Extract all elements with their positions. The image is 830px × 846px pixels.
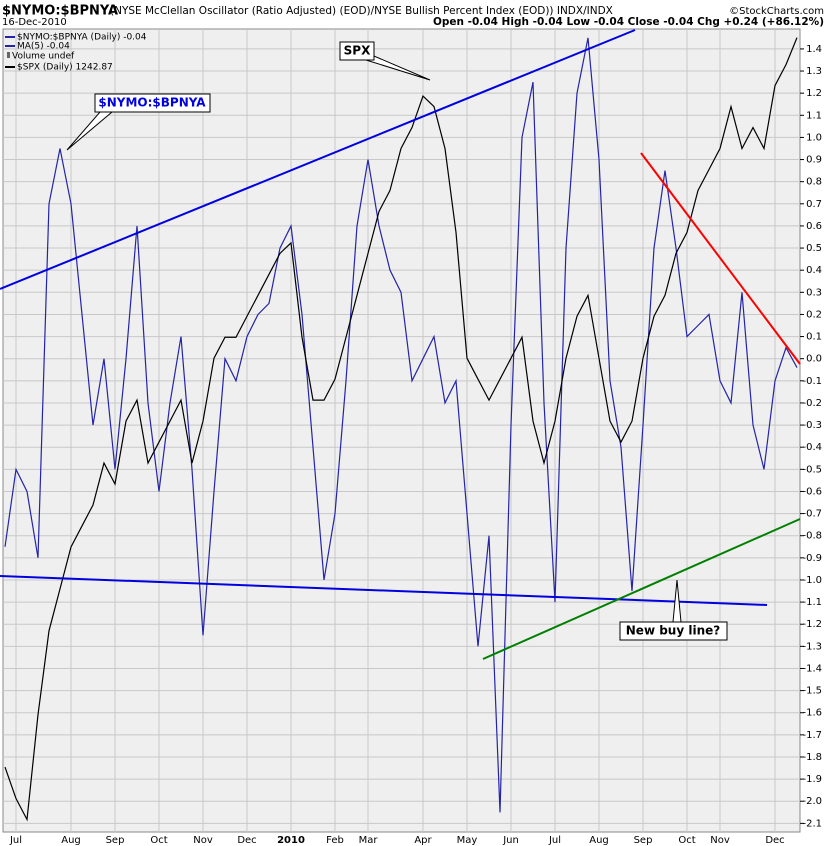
y-tick-label: -0.5	[802, 464, 822, 475]
x-tick-label: Sep	[634, 835, 653, 846]
y-tick-label: 1.1	[806, 110, 822, 121]
y-tick-label: -1.0	[802, 575, 822, 586]
y-tick-label: -1.3	[802, 641, 822, 652]
y-tick-label: 0.2	[806, 309, 822, 320]
y-tick-label: -0.4	[802, 442, 822, 453]
x-tick-label: Nov	[193, 835, 213, 846]
y-tick-label: -1.8	[802, 752, 822, 763]
legend-swatch	[7, 52, 10, 58]
callout-box	[339, 41, 375, 61]
y-tick-label: -0.1	[802, 376, 822, 387]
legend-text: $NYMO:$BPNYA (Daily) -0.04	[17, 33, 147, 43]
x-tick-label: Mar	[359, 835, 379, 846]
callout-box	[94, 93, 211, 113]
trend-line	[0, 29, 636, 290]
quote: Open -0.04 High -0.04 Low -0.04 Close -0…	[433, 16, 824, 28]
y-tick-label: 0.3	[806, 287, 822, 298]
plot-area	[2, 28, 801, 833]
y-tick-label: 1.2	[806, 88, 822, 99]
x-tick-label: Oct	[678, 835, 695, 846]
y-tick-label: -1.2	[802, 619, 822, 630]
chart-title: $NYMO:$BPNYA	[2, 4, 118, 19]
y-tick-label: -1.6	[802, 708, 822, 719]
x-tick-label: Feb	[326, 835, 344, 846]
y-tick-label: 0.8	[806, 177, 822, 188]
legend-text: Volume undef	[12, 52, 75, 62]
y-tick-label: 1.4	[806, 44, 822, 55]
y-tick-label: -1.5	[802, 686, 822, 697]
y-tick-label: 0.7	[806, 199, 822, 210]
y-tick-label: 0.0	[806, 354, 822, 365]
y-tick-label: -1.7	[802, 730, 822, 741]
trend-line	[482, 518, 801, 660]
legend-text: MA(5) -0.04	[17, 42, 70, 52]
legend: $NYMO:$BPNYA (Daily) -0.04 $SPX (Daily) 1…	[5, 33, 147, 73]
trend-line	[0, 575, 768, 606]
x-tick-label: Apr	[414, 835, 432, 846]
callout-text: $NYMO:$BPNYA	[98, 96, 206, 110]
x-tick-label: Jun	[502, 835, 519, 846]
date: 16-Dec-2010	[2, 17, 67, 28]
x-tick-label: Aug	[589, 835, 609, 846]
y-tick-label: 0.1	[806, 332, 822, 343]
series-group	[4, 37, 798, 822]
x-tick-label: Jul	[548, 835, 561, 846]
x-tick-label: May	[457, 835, 478, 846]
y-tick-label: 1.0	[806, 132, 822, 143]
legend-text: $SPX (Daily) 1242.87	[17, 63, 113, 73]
y-tick-label: -0.9	[802, 553, 822, 564]
x-tick-label: Jul	[9, 835, 22, 846]
callout-text: SPX	[344, 44, 371, 58]
chart-subtitle: (NYSE McClellan Oscillator (Ratio Adjust…	[110, 5, 613, 17]
x-tick-label: Dec	[237, 835, 256, 846]
callout-text: New buy line?	[626, 624, 720, 638]
y-tick-label: 0.9	[806, 155, 822, 166]
y-tick-label: -0.8	[802, 531, 822, 542]
trend-line	[640, 152, 801, 365]
callout-box	[619, 621, 728, 641]
x-tick-label: Sep	[106, 835, 125, 846]
y-tick-label: -1.4	[802, 663, 822, 674]
x-tick-label: Oct	[150, 835, 167, 846]
y-tick-label: -1.1	[802, 597, 822, 608]
x-tick-label: Dec	[765, 835, 784, 846]
y-tick-label: -2.1	[802, 818, 822, 829]
y-tick-label: -2.0	[802, 796, 822, 807]
series-line	[4, 37, 798, 822]
y-tick-label: -0.7	[802, 509, 822, 520]
y-tick-label: 0.5	[806, 243, 822, 254]
y-tick-label: 1.3	[806, 66, 822, 77]
x-tick-label: Aug	[61, 835, 81, 846]
grid	[3, 29, 800, 832]
y-tick-label: 0.6	[806, 221, 822, 232]
y-tick-label: -0.2	[802, 398, 822, 409]
y-tick-label: -1.9	[802, 774, 822, 785]
y-tick-label: 0.4	[806, 265, 822, 276]
credit: ©StockCharts.com	[729, 6, 824, 17]
y-tick-label: -0.6	[802, 486, 822, 497]
y-tick-label: -0.3	[802, 420, 822, 431]
series-line	[4, 37, 798, 813]
x-tick-label: 2010	[277, 835, 305, 846]
x-tick-label: Nov	[710, 835, 730, 846]
